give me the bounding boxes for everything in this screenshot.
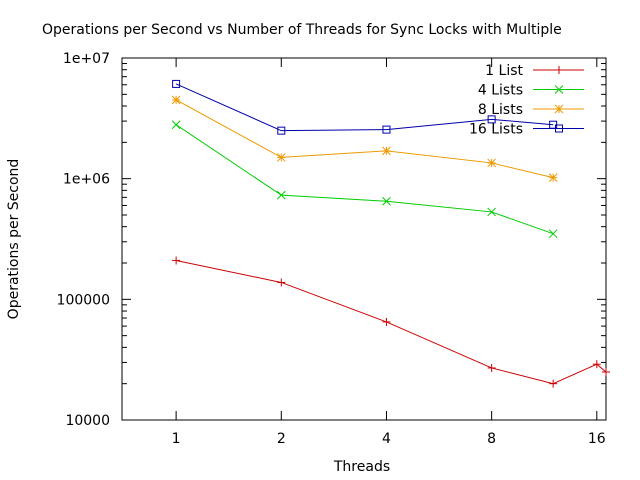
data-point [555, 66, 563, 74]
y-tick-label: 1e+07 [63, 51, 110, 67]
x-tick-label: 4 [382, 431, 391, 447]
x-tick-label: 1 [172, 431, 181, 447]
data-point [171, 95, 181, 105]
plot-border [121, 57, 607, 421]
data-point [555, 124, 563, 133]
data-point [554, 104, 564, 114]
data-point [549, 379, 558, 388]
x-tick-label: 8 [487, 431, 496, 447]
chart-title: Operations per Second vs Number of Threa… [42, 22, 562, 38]
series-line [175, 83, 554, 132]
data-point [548, 229, 558, 239]
data-point [487, 158, 496, 168]
series-layer [171, 79, 610, 388]
legend-item: 16 Lists [469, 122, 584, 138]
data-point [172, 79, 181, 88]
data-point [548, 173, 558, 182]
data-point [382, 125, 391, 134]
y-axis-label: Operations per Second [6, 159, 22, 320]
legend: 1 List 4 Lists 8 Lists 16 Lists [469, 63, 584, 138]
legend-item: 1 List [485, 63, 584, 79]
data-point [602, 367, 610, 376]
data-point [382, 317, 391, 326]
legend-label: 8 Lists [478, 102, 523, 118]
data-point [592, 360, 601, 369]
series-1 [171, 120, 558, 239]
legend-label: 1 List [485, 63, 523, 79]
data-point [277, 126, 286, 135]
series-line [175, 124, 554, 235]
x-tick-label: 2 [277, 431, 286, 447]
y-tick-label: 100000 [57, 292, 110, 308]
y-tick-label: 1e+06 [63, 172, 110, 188]
data-point [554, 85, 564, 94]
data-point [171, 120, 181, 130]
legend-item: 4 Lists [478, 83, 584, 99]
series-line [176, 259, 607, 385]
data-point [487, 363, 496, 372]
data-point [382, 196, 391, 206]
legend-item: 8 Lists [478, 102, 584, 118]
axis-ticks: 10000 100000 1e+06 1e+07 1 2 4 8 16 [57, 51, 606, 447]
data-point [172, 256, 181, 265]
series-0 [172, 256, 610, 388]
data-point [276, 190, 286, 200]
x-tick-label: 16 [588, 431, 606, 447]
series-2 [171, 95, 558, 182]
legend-label: 16 Lists [469, 122, 523, 138]
legend-label: 4 Lists [478, 83, 523, 99]
data-point [277, 278, 286, 287]
data-point [276, 153, 286, 162]
data-point [487, 207, 496, 217]
x-axis-label: Threads [333, 459, 390, 475]
y-tick-label: 10000 [65, 413, 110, 429]
data-point [382, 146, 391, 156]
data-point [487, 115, 496, 124]
